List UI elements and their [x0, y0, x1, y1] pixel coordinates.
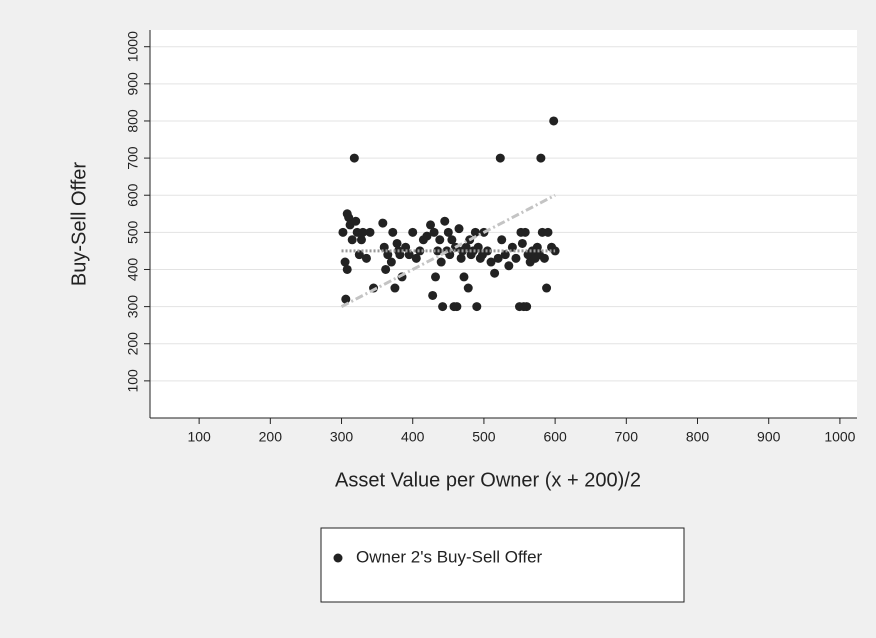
point	[470, 227, 480, 237]
x-axis-label: Asset Value per Owner (x + 200)/2	[335, 469, 641, 491]
x-tick-label: 900	[757, 429, 781, 445]
point	[365, 227, 375, 237]
y-tick-label: 500	[125, 220, 141, 244]
point	[390, 283, 400, 293]
point	[461, 242, 471, 252]
legend-label: Owner 2's Buy-Sell Offer	[356, 547, 543, 566]
point	[426, 220, 436, 230]
point	[504, 261, 514, 271]
point	[443, 227, 453, 237]
point	[431, 272, 441, 282]
point	[536, 153, 546, 163]
point	[495, 153, 505, 163]
point	[361, 253, 371, 263]
point	[520, 227, 530, 237]
point	[429, 227, 439, 237]
point	[428, 290, 438, 300]
y-tick-label: 900	[125, 72, 141, 96]
point	[358, 227, 368, 237]
point	[459, 272, 469, 282]
point	[463, 283, 473, 293]
point	[349, 153, 359, 163]
point	[381, 264, 391, 274]
point	[522, 302, 532, 312]
point	[411, 253, 421, 263]
point	[435, 235, 445, 245]
point	[356, 235, 366, 245]
point	[438, 302, 448, 312]
point	[472, 302, 482, 312]
legend-box	[320, 527, 685, 603]
y-tick-label: 1000	[125, 31, 141, 62]
x-tick-label: 200	[259, 429, 283, 445]
point	[347, 235, 357, 245]
point	[342, 264, 352, 274]
legend-marker	[333, 553, 343, 563]
point	[341, 294, 351, 304]
y-tick-label: 400	[125, 258, 141, 282]
x-tick-label: 700	[615, 429, 639, 445]
point	[388, 227, 398, 237]
plot-area	[150, 30, 857, 418]
point	[507, 242, 517, 252]
point	[422, 231, 432, 241]
point	[447, 235, 457, 245]
x-tick-label: 800	[686, 429, 710, 445]
point	[497, 235, 507, 245]
y-tick-label: 100	[125, 369, 141, 393]
point	[386, 257, 396, 267]
point	[344, 213, 354, 223]
x-tick-label: 1000	[824, 429, 855, 445]
point	[415, 246, 425, 256]
point	[378, 218, 388, 228]
point	[351, 216, 361, 226]
x-tick-label: 100	[187, 429, 211, 445]
point	[490, 268, 500, 278]
point	[392, 238, 402, 248]
y-tick-label: 800	[125, 109, 141, 133]
x-tick-label: 500	[472, 429, 496, 445]
point	[493, 253, 503, 263]
point	[340, 257, 350, 267]
point	[338, 227, 348, 237]
point	[408, 227, 418, 237]
point	[456, 253, 466, 263]
point	[549, 116, 559, 126]
point	[511, 253, 521, 263]
x-tick-label: 300	[330, 429, 354, 445]
point	[436, 257, 446, 267]
point	[517, 238, 527, 248]
y-axis-label: Buy-Sell Offer	[68, 162, 90, 286]
x-tick-label: 400	[401, 429, 425, 445]
point	[542, 283, 552, 293]
point	[454, 224, 464, 234]
y-tick-label: 700	[125, 146, 141, 170]
point	[440, 216, 450, 226]
y-tick-label: 300	[125, 295, 141, 319]
x-tick-label: 600	[543, 429, 567, 445]
point	[473, 242, 483, 252]
point	[543, 227, 553, 237]
point	[486, 257, 496, 267]
point	[452, 302, 462, 312]
y-tick-label: 600	[125, 183, 141, 207]
y-tick-label: 200	[125, 332, 141, 356]
point	[539, 253, 549, 263]
